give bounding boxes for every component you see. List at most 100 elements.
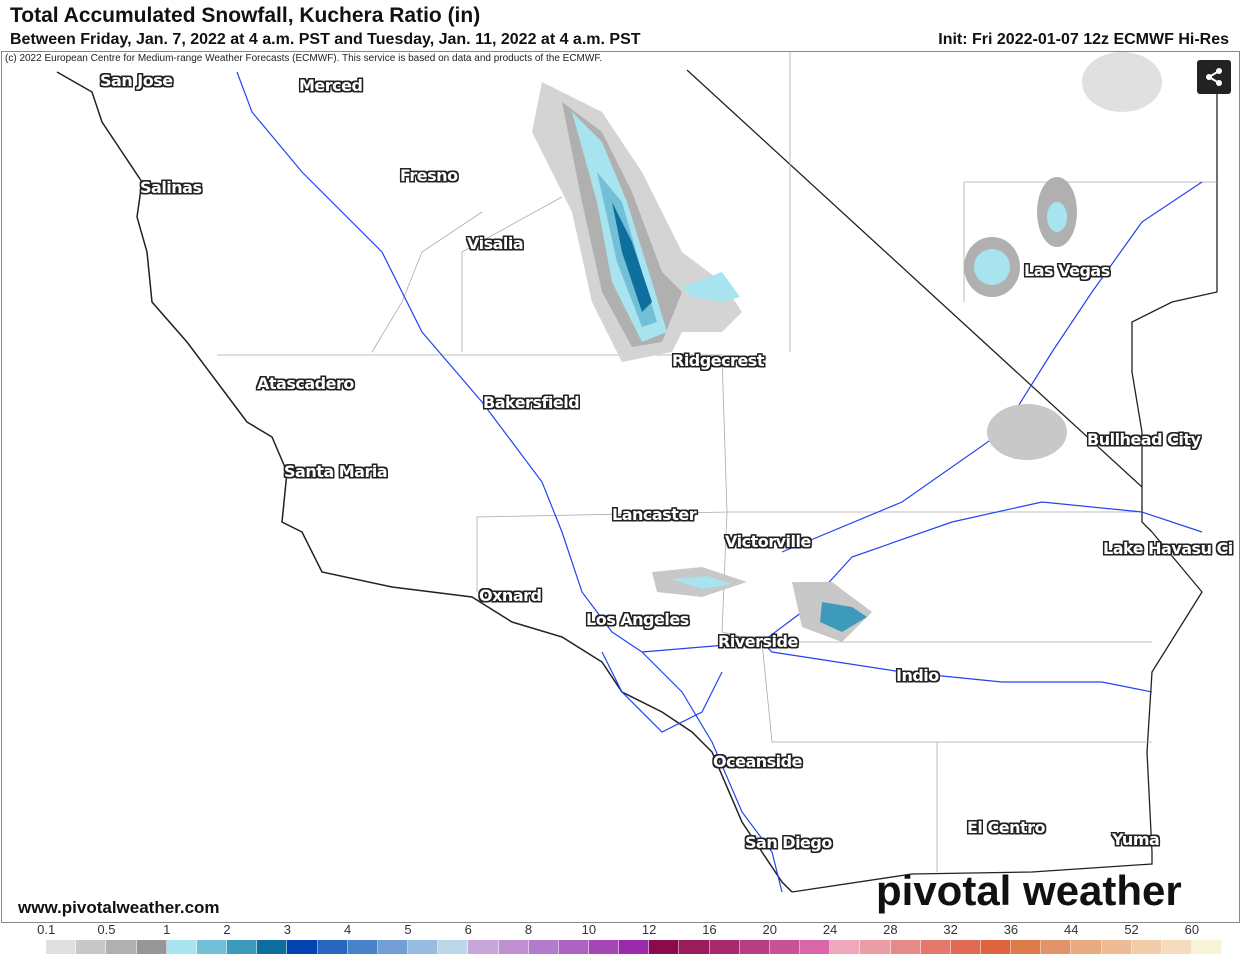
legend-swatch: [800, 940, 831, 954]
legend-swatch: [136, 940, 167, 954]
county-lines: [217, 52, 1217, 872]
legend-swatch: [347, 940, 378, 954]
legend-swatch: [16, 940, 47, 954]
city-label: Ridgecrest: [672, 351, 764, 370]
legend-label: 12: [641, 922, 657, 937]
legend-swatch: [588, 940, 620, 954]
legend-swatch: [619, 940, 650, 954]
legend-swatch: [1011, 940, 1042, 954]
legend-swatch: [679, 940, 710, 954]
legend-swatch: [377, 940, 409, 954]
legend-swatch: [408, 940, 439, 954]
coastline: [56, 71, 793, 893]
city-label: Salinas: [140, 178, 202, 197]
legend-swatch: [76, 940, 107, 954]
legend-swatch: [1071, 940, 1102, 954]
legend-swatch: [438, 940, 469, 954]
legend-swatch: [769, 940, 801, 954]
legend-swatch: [1041, 940, 1072, 954]
legend-label: 44: [1064, 922, 1079, 937]
legend-label: 2: [223, 922, 231, 937]
state-border: [686, 69, 1153, 533]
legend-label: 8: [524, 922, 533, 937]
city-label: Fresno: [400, 166, 458, 185]
city-label: Visalia: [467, 234, 524, 253]
legend-swatch: [227, 940, 258, 954]
valid-period: Between Friday, Jan. 7, 2022 at 4 a.m. P…: [10, 31, 641, 48]
color-legend: [16, 940, 1223, 954]
legend-swatch: [890, 940, 921, 954]
legend-swatch: [860, 940, 891, 954]
legend-swatch: [498, 940, 529, 954]
legend-label: 20: [762, 922, 777, 937]
highways: [236, 71, 1203, 893]
legend-swatch: [317, 940, 348, 954]
legend-swatch: [1131, 940, 1162, 954]
model-init: Init: Fri 2022-01-07 12z ECMWF Hi-Res: [938, 31, 1229, 48]
legend-label: 0.5: [97, 922, 116, 937]
city-label: Los Angeles: [586, 610, 689, 629]
legend-swatch: [739, 940, 770, 954]
city-label: Merced: [299, 76, 363, 95]
map-title: Total Accumulated Snowfall, Kuchera Rati…: [10, 4, 481, 27]
legend-label: 16: [702, 922, 717, 937]
pivotal-weather-logo: pivotal weather: [876, 867, 1182, 914]
city-label: Atascadero: [257, 374, 354, 393]
legend-swatch: [950, 940, 981, 954]
legend-swatch: [468, 940, 499, 954]
legend-swatch: [166, 940, 197, 954]
legend-label: 1: [163, 922, 171, 937]
state-border: [1131, 62, 1218, 487]
legend-label: 32: [943, 922, 958, 937]
legend-swatch: [649, 940, 680, 954]
legend-swatch: [106, 940, 137, 954]
copyright-notice: (c) 2022 European Centre for Medium-rang…: [5, 53, 603, 65]
legend-swatch: [1192, 940, 1223, 954]
city-label: Yuma: [1112, 830, 1160, 849]
legend-swatch: [196, 940, 228, 954]
city-label: San Jose: [100, 71, 173, 90]
legend-swatch: [1161, 940, 1193, 954]
snowfall-shading: [532, 52, 1162, 642]
legend-swatch: [528, 940, 559, 954]
share-button[interactable]: [1197, 60, 1231, 94]
state-border: [791, 531, 1203, 893]
legend-swatch: [1101, 940, 1132, 954]
share-icon: [1206, 68, 1222, 86]
legend-label: 36: [1003, 922, 1019, 937]
legend-swatch: [257, 940, 288, 954]
city-label: Las Vegas: [1024, 261, 1110, 280]
city-label: Riverside: [718, 632, 798, 651]
city-label: Santa Maria: [284, 462, 388, 481]
legend-swatch: [558, 940, 589, 954]
legend-label: 28: [883, 922, 898, 937]
legend-label: 4: [344, 922, 352, 937]
legend-swatch: [709, 940, 740, 954]
legend-label: 52: [1124, 922, 1139, 937]
legend-label: 24: [822, 922, 838, 937]
city-label: Bakersfield: [483, 393, 580, 412]
legend-label: 10: [581, 922, 597, 937]
legend-swatch: [830, 940, 861, 954]
city-label: Indio: [896, 666, 939, 685]
legend-label: 0.1: [37, 922, 56, 937]
city-label: Lake Havasu Ci: [1103, 539, 1233, 558]
legend-label: 3: [283, 922, 291, 937]
legend-swatch: [920, 940, 951, 954]
legend-label: 60: [1184, 922, 1200, 937]
legend-swatch: [981, 940, 1012, 954]
map-view[interactable]: (c) 2022 European Centre for Medium-rang…: [1, 51, 1240, 923]
city-label: Oxnard: [479, 586, 542, 605]
legend-swatch: [287, 940, 318, 954]
city-label: San Diego: [745, 833, 832, 852]
city-label: Bullhead City: [1087, 430, 1201, 449]
legend-swatch: [46, 940, 77, 954]
city-label: Lancaster: [612, 505, 697, 524]
legend-label: 5: [404, 922, 412, 937]
city-label: Victorville: [725, 532, 811, 551]
map-canvas: [56, 52, 1218, 893]
site-url[interactable]: www.pivotalweather.com: [18, 898, 220, 917]
city-label: Oceanside: [713, 752, 802, 771]
city-label: El Centro: [967, 818, 1046, 837]
legend-labels: 0.1 0.5 1 2 3 4 5 6 8 10 12 16 20 24 28 32 36 44 52 60: [16, 922, 1222, 938]
